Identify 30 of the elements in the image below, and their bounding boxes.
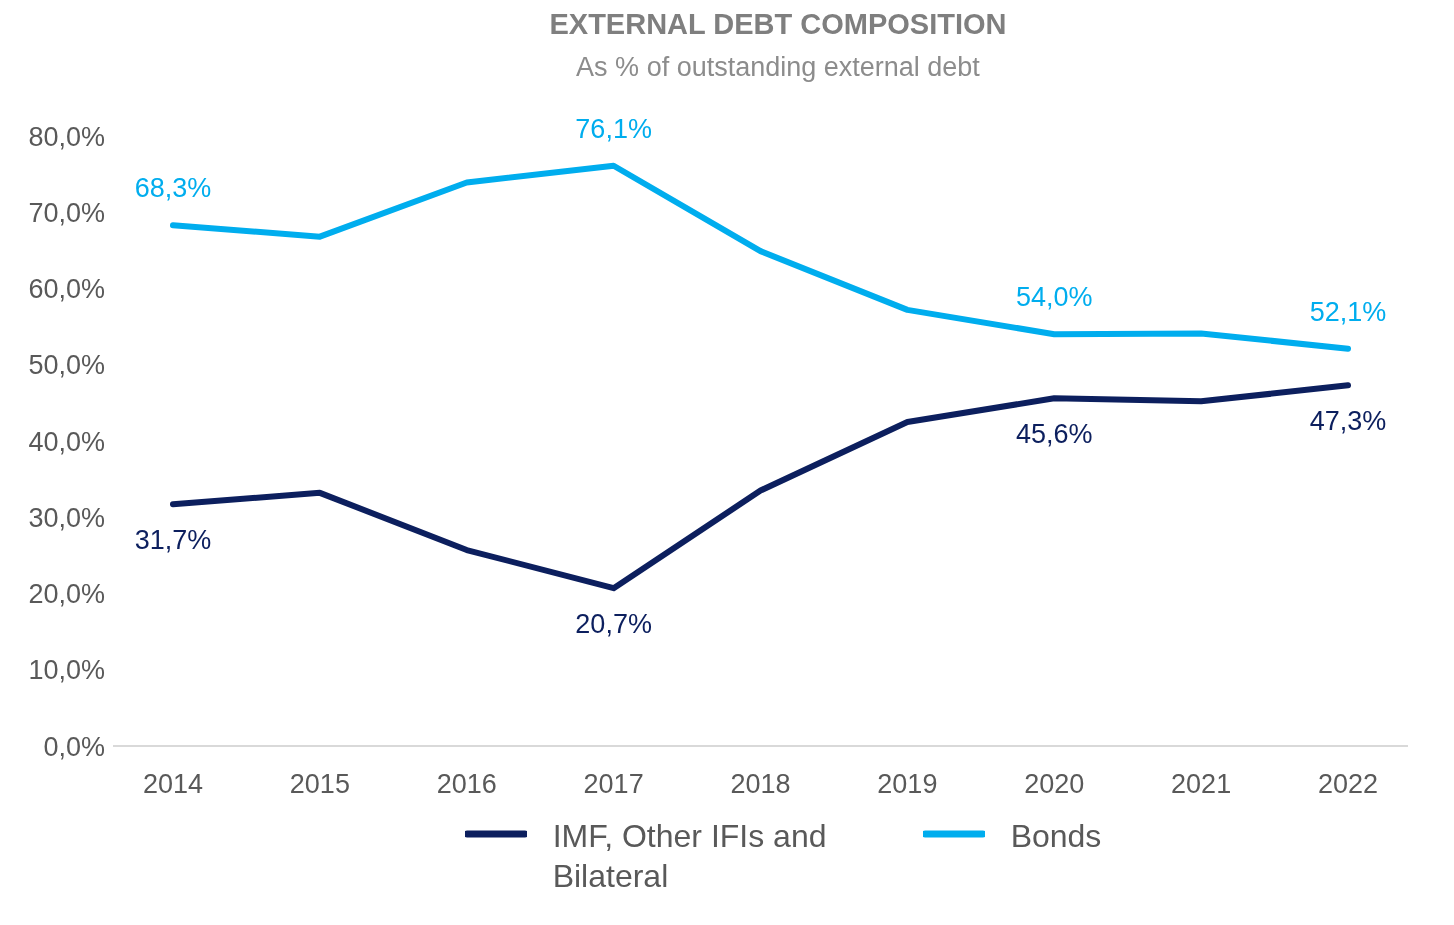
data-label: 31,7% bbox=[134, 525, 212, 556]
data-label: 20,7% bbox=[575, 609, 652, 640]
x-tick-label: 2020 bbox=[1024, 769, 1085, 800]
x-tick-label: 2022 bbox=[1317, 769, 1379, 800]
data-label: 68,3% bbox=[134, 173, 212, 204]
data-label: 52,1% bbox=[1309, 296, 1387, 327]
data-label: 47,3% bbox=[1309, 406, 1387, 437]
x-tick-label: 2016 bbox=[436, 769, 497, 800]
data-label: 76,1% bbox=[575, 113, 652, 144]
y-tick-label: 70,0% bbox=[28, 197, 105, 228]
y-tick-label: 40,0% bbox=[28, 426, 105, 457]
y-tick-label: 50,0% bbox=[28, 350, 105, 381]
legend-label: Bonds bbox=[1010, 817, 1102, 856]
data-label: 54,0% bbox=[1015, 282, 1093, 313]
y-tick-label: 0,0% bbox=[43, 731, 105, 762]
chart-subtitle: As % of outstanding external debt bbox=[575, 52, 981, 84]
x-tick-label: 2019 bbox=[877, 769, 938, 800]
chart-title: EXTERNAL DEBT COMPOSITION bbox=[548, 8, 1008, 42]
x-tick-label: 2021 bbox=[1171, 769, 1232, 800]
x-tick-label: 2014 bbox=[142, 769, 204, 800]
x-tick-label: 2017 bbox=[583, 769, 644, 800]
y-tick-label: 80,0% bbox=[28, 121, 105, 152]
legend-label: IMF, Other IFIs and Bilateral bbox=[552, 817, 828, 896]
x-tick-label: 2018 bbox=[730, 769, 791, 800]
x-tick-label: 2015 bbox=[289, 769, 350, 800]
data-label: 45,6% bbox=[1015, 419, 1093, 450]
y-tick-label: 20,0% bbox=[28, 579, 105, 610]
y-tick-label: 30,0% bbox=[28, 502, 105, 533]
y-tick-label: 60,0% bbox=[28, 274, 105, 305]
y-tick-label: 10,0% bbox=[28, 655, 105, 686]
